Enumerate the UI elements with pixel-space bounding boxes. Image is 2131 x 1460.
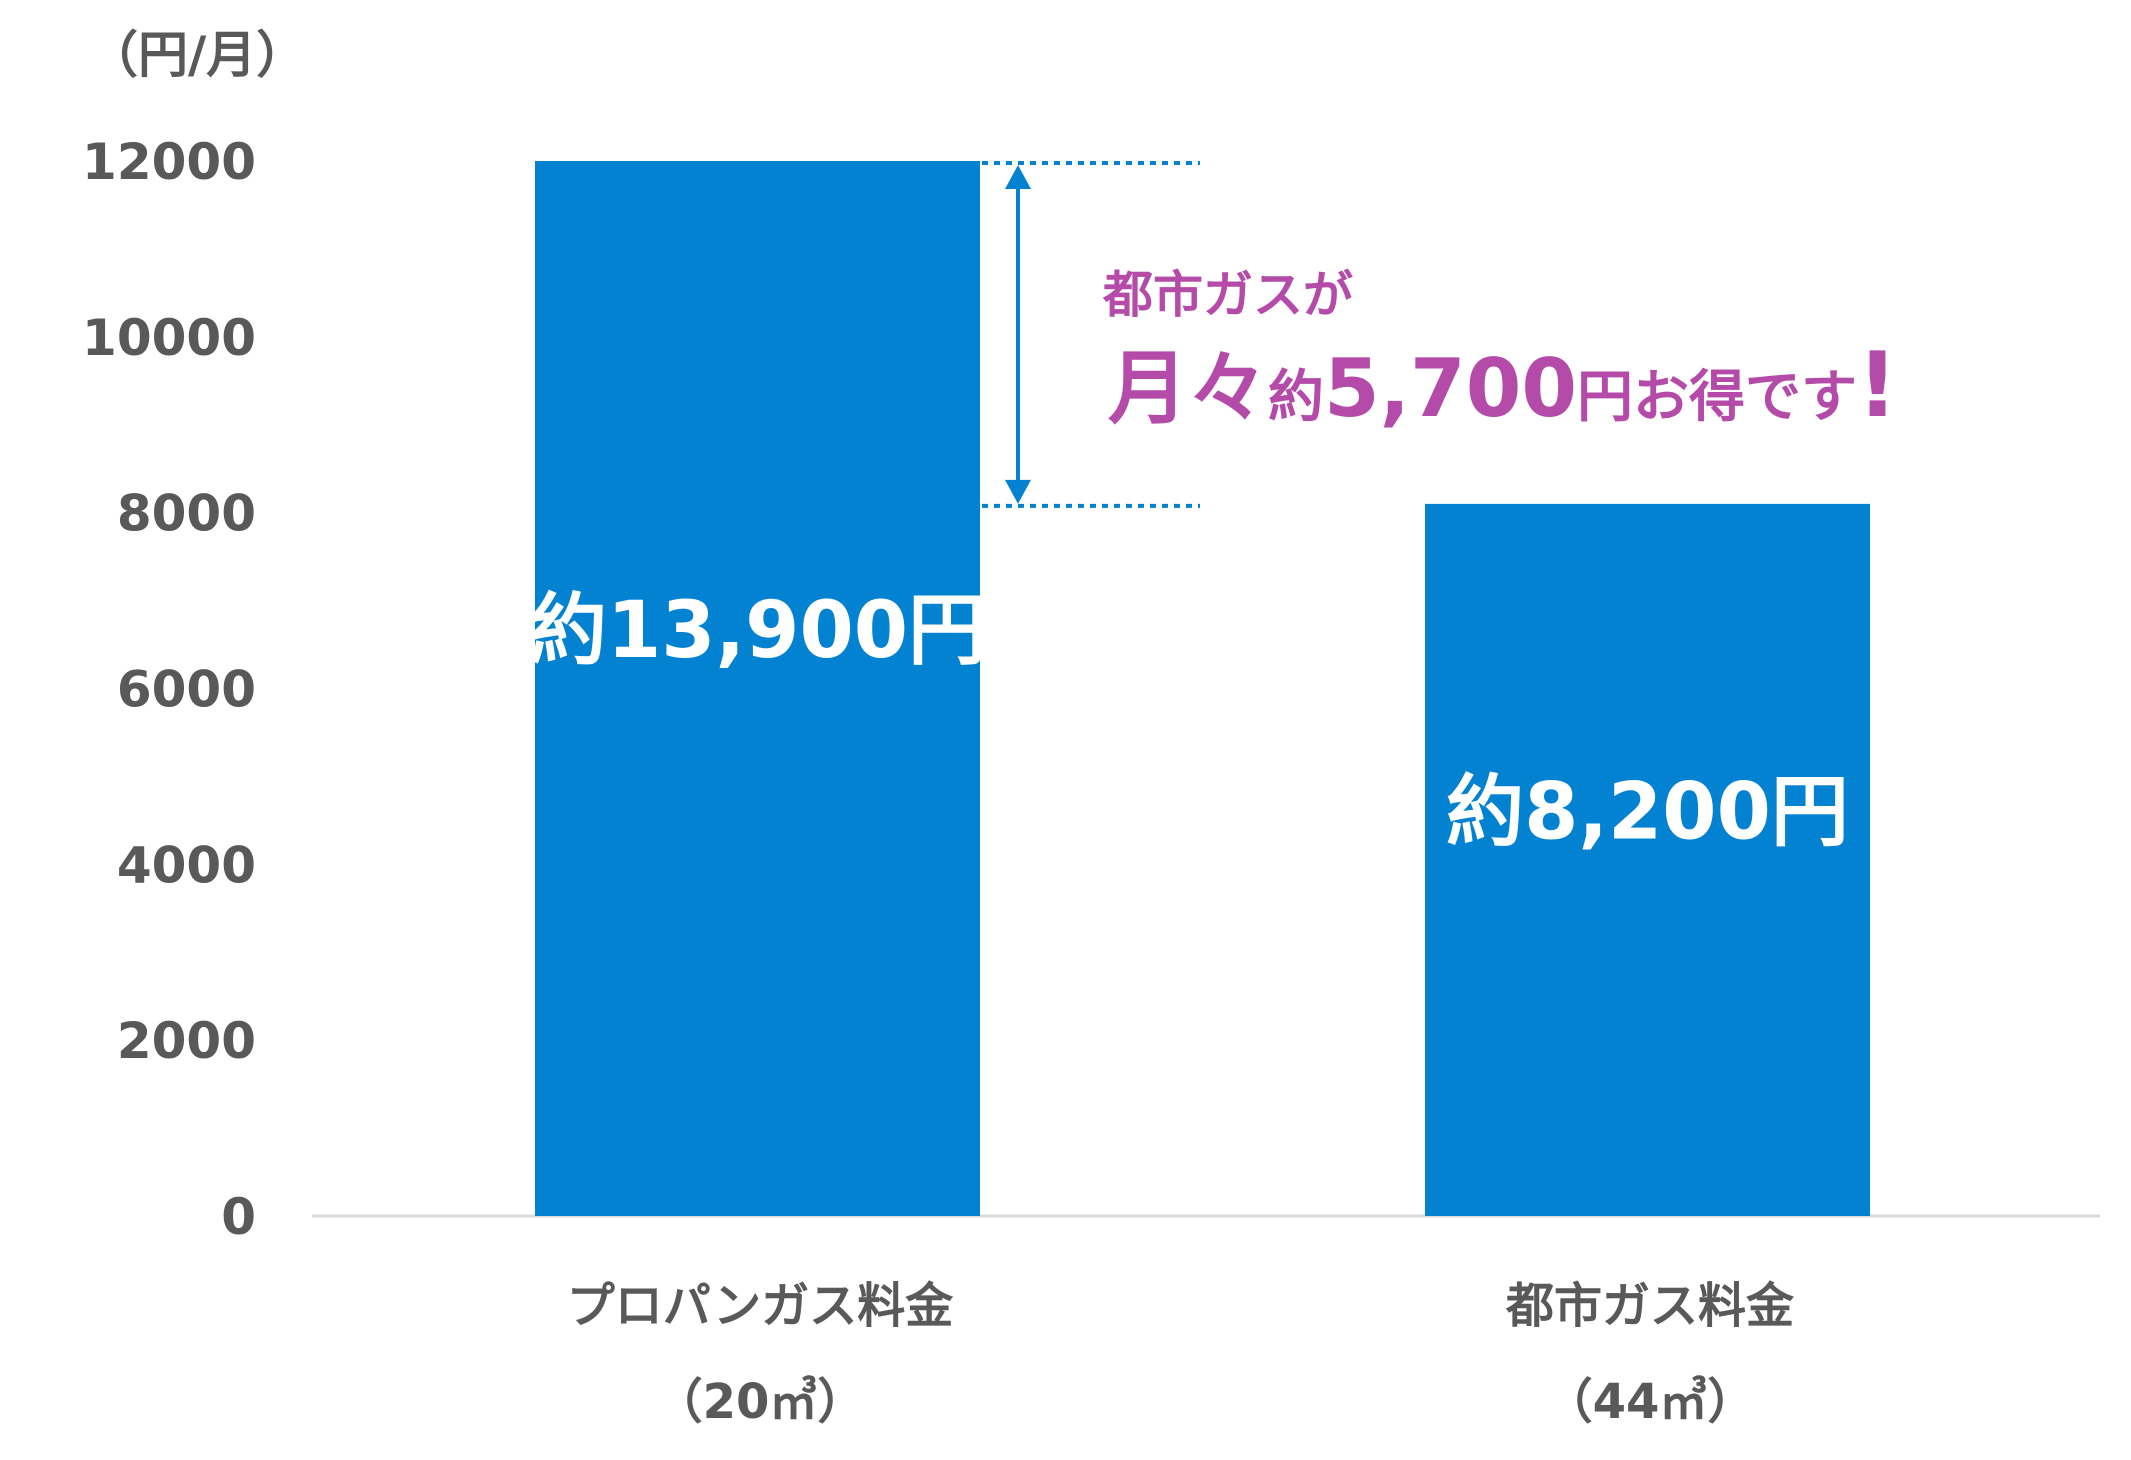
category-sublabel-city-gas: （44㎥） <box>1545 1374 1756 1430</box>
y-tick-label: 0 <box>221 1188 256 1246</box>
y-tick-label: 10000 <box>82 309 256 367</box>
y-axis-ticks: 0 2000 4000 6000 8000 10000 12000 <box>82 133 256 1246</box>
arrow-head-down <box>1005 479 1031 504</box>
y-tick-label: 2000 <box>117 1012 256 1070</box>
y-tick-label: 4000 <box>117 836 256 894</box>
category-sublabel-propane: （20㎥） <box>655 1374 866 1430</box>
callout-approx: 約 <box>1268 365 1324 430</box>
y-tick-label: 6000 <box>117 661 256 719</box>
callout-exclamation: ! <box>1857 333 1898 438</box>
callout-amount: 5,700 <box>1324 342 1577 435</box>
y-unit-label: （円/月） <box>88 26 306 84</box>
arrow-head-up <box>1005 165 1031 189</box>
callout-savings-text: 円お得です <box>1577 365 1857 430</box>
bar-city-gas <box>1425 503 1870 1216</box>
category-label-city-gas: 都市ガス料金 <box>1505 1278 1795 1334</box>
bar-propane <box>535 161 980 1216</box>
bar-label-city-gas: 約8,200円 <box>1446 768 1849 858</box>
callout-line-1: 都市ガスが <box>1102 266 1353 324</box>
bar-label-propane: 約13,900円 <box>529 586 986 676</box>
difference-annotation <box>970 161 1200 508</box>
category-label-propane: プロパンガス料金 <box>567 1278 954 1334</box>
callout-line-2: 月々約5,700円お得です! <box>1108 333 1898 438</box>
y-tick-label: 8000 <box>117 485 256 543</box>
callout-monthly: 月々 <box>1108 342 1268 435</box>
y-tick-label: 12000 <box>82 133 256 191</box>
